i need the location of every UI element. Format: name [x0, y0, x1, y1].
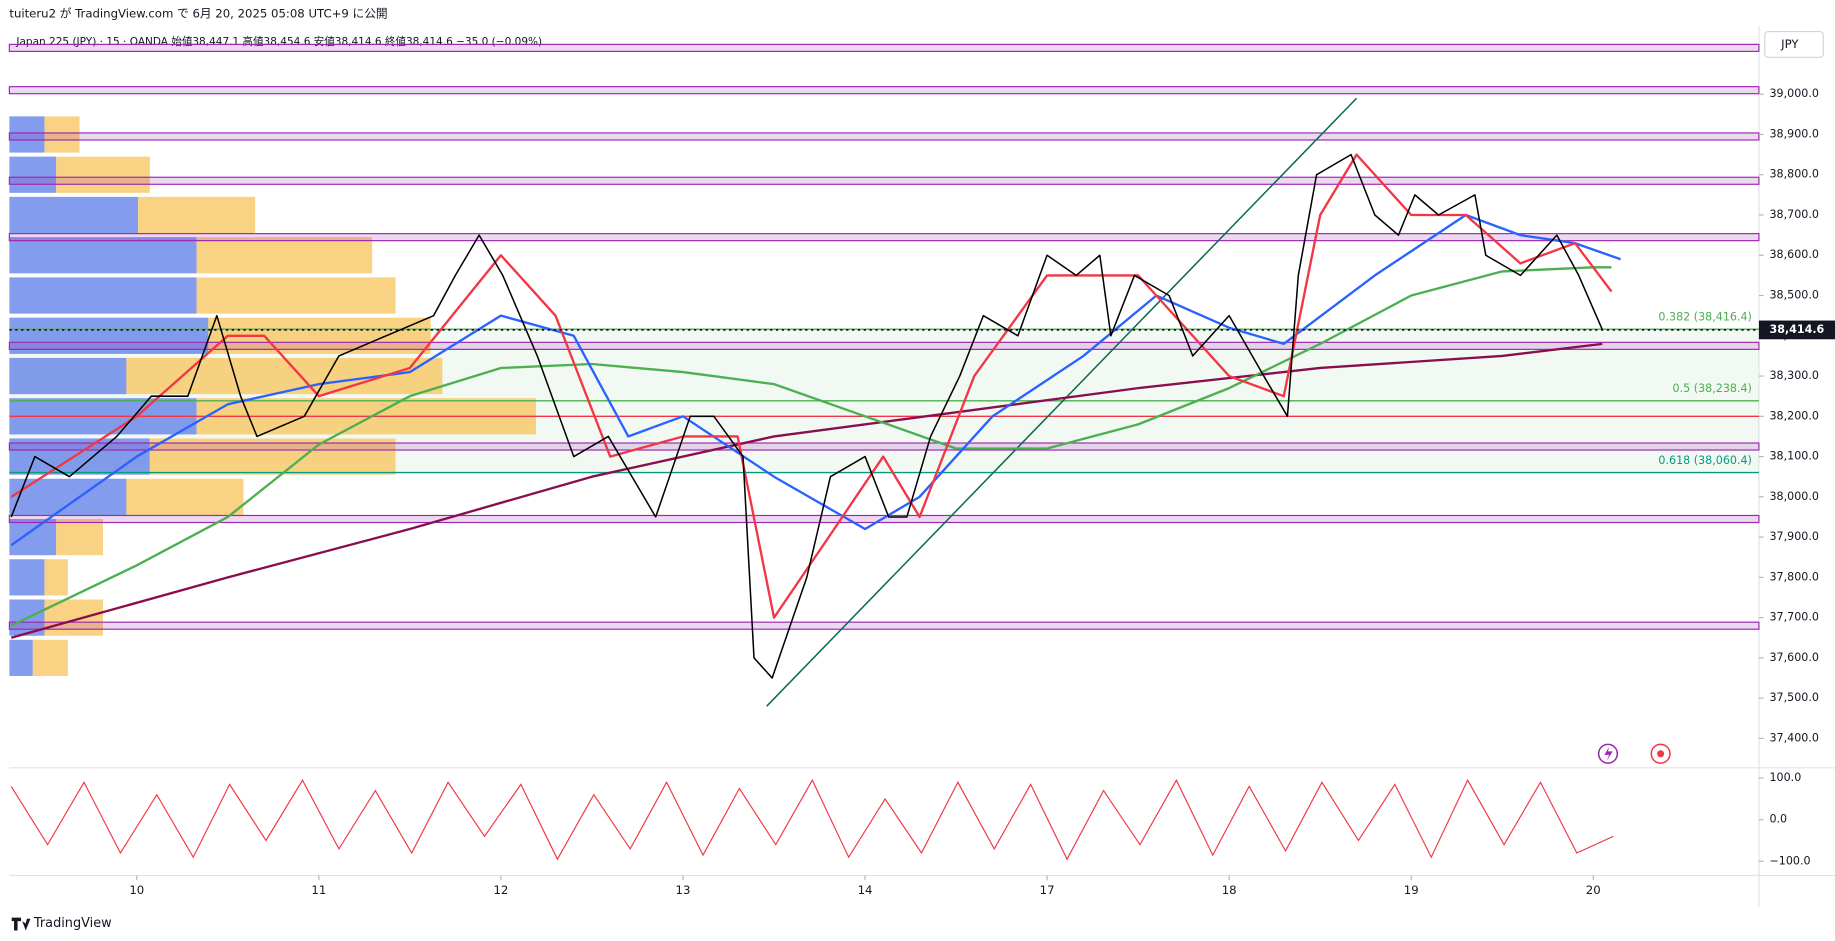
profile-down [44, 116, 80, 153]
level-band [8, 442, 1760, 451]
trendline [766, 97, 1358, 707]
profile-up [9, 317, 209, 354]
y-tick-label: 37,700.0 [1769, 611, 1818, 624]
profile-up [9, 357, 127, 395]
currency: JPY [1780, 37, 1799, 51]
x-tick-label: 14 [858, 883, 873, 897]
profile-up [9, 518, 57, 556]
profile-up [9, 237, 197, 274]
y-tick-label: 37,800.0 [1769, 570, 1818, 583]
osc-tick-label: −100.0 [1769, 854, 1810, 867]
oscillator-line [10, 778, 1614, 861]
price-line [10, 153, 1604, 679]
profile-down [56, 518, 103, 556]
y-tick-label: 38,800.0 [1769, 168, 1818, 181]
last-price-label: 38,414.6 [1769, 323, 1824, 336]
brand: TradingView [33, 916, 112, 931]
y-tick-label: 38,500.0 [1769, 289, 1818, 302]
profile-down [56, 156, 150, 193]
lightning-glyph [1604, 746, 1613, 761]
fib-label: 0.382 (38,416.4) [1658, 310, 1751, 323]
profile-down [126, 478, 244, 515]
replay-dot [1657, 750, 1665, 758]
profile-down [196, 277, 396, 314]
replay-icon[interactable] [1650, 743, 1671, 764]
x-tick-label: 12 [493, 883, 508, 897]
publisher-line: tuiteru2 が TradingView.com で 6月 20, 2025… [9, 7, 387, 21]
y-tick-label: 37,400.0 [1769, 731, 1818, 744]
level-band [8, 233, 1760, 242]
alert-icon[interactable] [1597, 743, 1619, 764]
y-tick-label: 38,700.0 [1769, 208, 1818, 221]
y-tick-label: 38,900.0 [1769, 127, 1818, 140]
tv-logo [11, 917, 31, 931]
x-tick-label: 13 [676, 883, 691, 897]
profile-down [32, 639, 68, 677]
profile-up [9, 196, 139, 234]
x-tick-label: 19 [1404, 883, 1419, 897]
y-tick-label: 37,900.0 [1769, 530, 1818, 543]
profile-up [9, 639, 33, 677]
x-tick-label: 17 [1040, 883, 1055, 897]
moving-average [10, 266, 1612, 627]
level-band [8, 43, 1760, 52]
level-band [8, 341, 1760, 350]
y-tick-label: 38,200.0 [1769, 409, 1818, 422]
last-price-box [1758, 320, 1835, 340]
y-tick-label: 37,500.0 [1769, 691, 1818, 704]
fib-label: 0.618 (38,060.4) [1658, 454, 1751, 467]
level-band [8, 621, 1760, 630]
moving-average [10, 342, 1603, 639]
profile-up [9, 156, 57, 193]
profile-up [9, 559, 45, 596]
profile-down [126, 357, 443, 395]
x-tick-label: 20 [1586, 883, 1601, 897]
osc-tick-label: 100.0 [1769, 771, 1801, 784]
profile-up [9, 277, 197, 314]
x-tick-label: 11 [311, 883, 326, 897]
y-tick-label: 38,000.0 [1769, 490, 1818, 503]
y-tick-label: 39,000.0 [1769, 87, 1818, 100]
y-tick-label: 38,600.0 [1769, 248, 1818, 261]
fib-label: 0.5 (38,238.4) [1673, 382, 1752, 395]
x-tick-label: 18 [1222, 883, 1237, 897]
moving-average [10, 213, 1621, 547]
y-tick-label: 38,300.0 [1769, 369, 1818, 382]
osc-tick-label: 0.0 [1769, 813, 1787, 826]
y-tick-label: 38,100.0 [1769, 450, 1818, 463]
level-band [8, 176, 1760, 185]
profile-up [9, 478, 127, 515]
x-tick-label: 10 [129, 883, 144, 897]
moving-average [10, 153, 1613, 619]
profile-down [44, 559, 68, 596]
y-tick-label: 37,600.0 [1769, 651, 1818, 664]
currency-button[interactable] [1764, 31, 1824, 58]
level-band [8, 86, 1760, 95]
profile-down [196, 237, 373, 274]
profile-down [149, 438, 396, 475]
profile-up [9, 116, 45, 153]
profile-down [138, 196, 256, 234]
level-band [8, 132, 1760, 141]
